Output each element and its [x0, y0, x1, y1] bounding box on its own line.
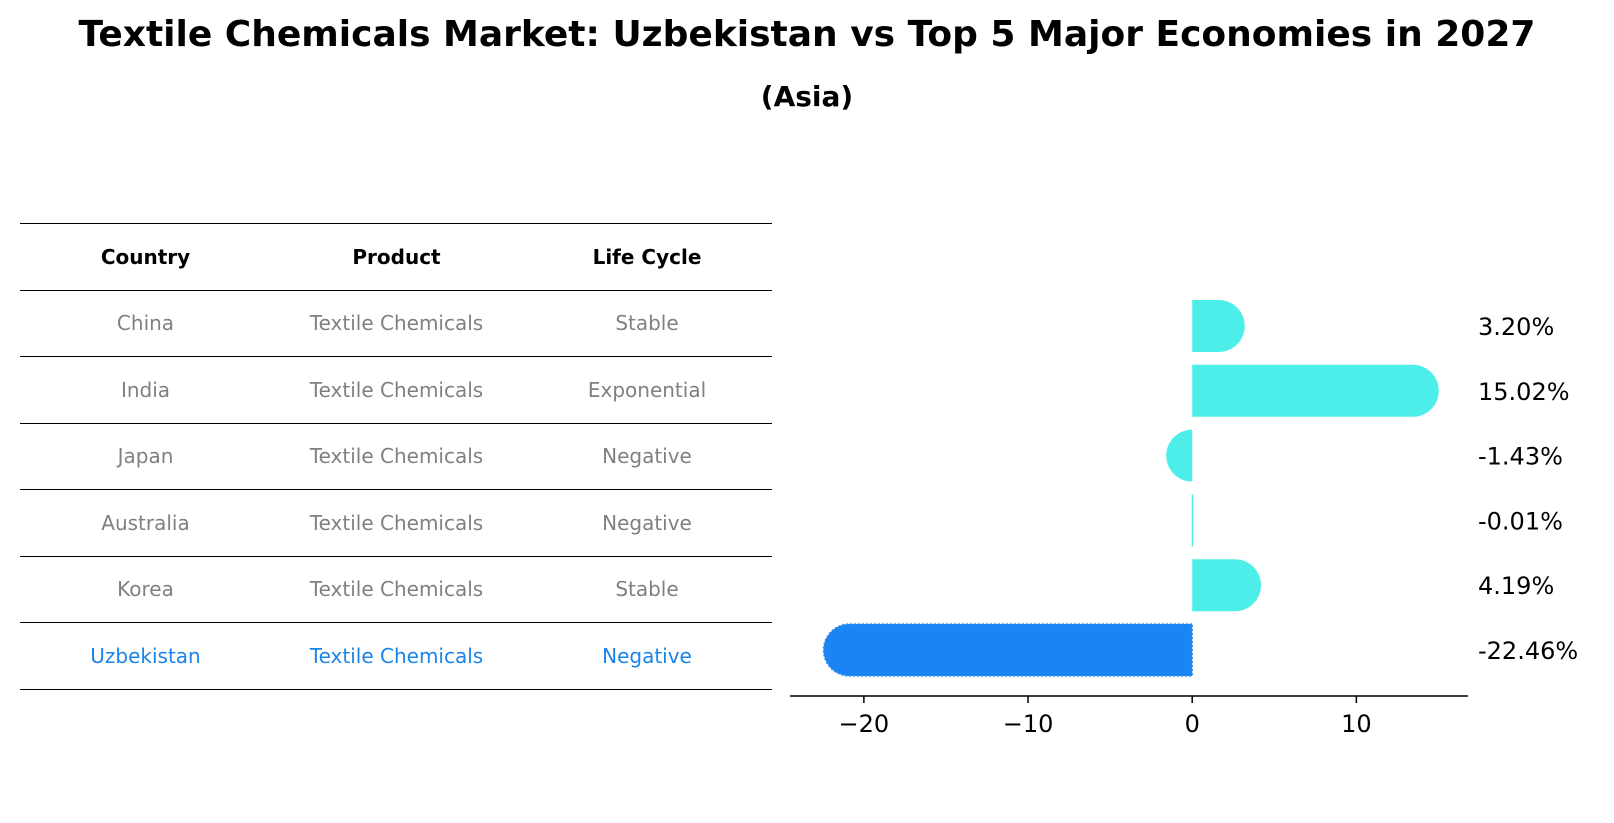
value-label: 4.19%: [1478, 572, 1554, 600]
value-label: 15.02%: [1478, 378, 1570, 406]
table-header-row: Country Product Life Cycle: [20, 223, 772, 290]
table-row: Korea Textile Chemicals Stable: [20, 555, 772, 623]
table-cell-life-cycle: Negative: [602, 510, 692, 535]
table-cell-life-cycle: Stable: [615, 311, 679, 336]
table-cell-country: Japan: [117, 444, 174, 469]
table-header-life-cycle: Life Cycle: [592, 244, 702, 269]
table-row: Australia Textile Chemicals Negative: [20, 489, 772, 556]
bar-india: [1192, 364, 1439, 417]
table-cell-life-cycle: Negative: [602, 643, 692, 668]
table-header-country: Country: [100, 244, 191, 269]
value-label: -1.43%: [1478, 443, 1563, 471]
table-cell-country: China: [116, 311, 175, 336]
table-row-highlight: Uzbekistan Textile Chemicals Negative: [20, 622, 772, 690]
bar-australia: [1191, 494, 1194, 547]
table-cell-product: Textile Chemicals: [309, 444, 484, 469]
x-tick-label: 10: [1341, 710, 1372, 738]
value-label: 3.20%: [1478, 313, 1554, 341]
bar-korea: [1192, 559, 1261, 612]
table-cell-product: Textile Chemicals: [309, 643, 484, 668]
value-label: -22.46%: [1478, 637, 1578, 665]
table-row: India Textile Chemicals Exponential: [20, 356, 772, 423]
table-cell-country: Uzbekistan: [90, 643, 201, 668]
value-label: -0.01%: [1478, 507, 1563, 535]
table-cell-product: Textile Chemicals: [309, 311, 484, 336]
table-cell-life-cycle: Stable: [615, 577, 679, 602]
table-cell-life-cycle: Exponential: [587, 377, 707, 402]
country-table: Country Product Life Cycle China Textile…: [20, 223, 772, 690]
table-cell-country: India: [120, 377, 171, 402]
bar-china: [1192, 300, 1245, 352]
x-tick-label: −20: [839, 710, 890, 738]
table-cell-product: Textile Chemicals: [309, 577, 484, 602]
table-row: Japan Textile Chemicals Negative: [20, 422, 772, 490]
chart-title: Textile Chemicals Market: Uzbekistan vs …: [78, 14, 1536, 55]
table-cell-country: Korea: [117, 577, 174, 602]
table-cell-product: Textile Chemicals: [309, 510, 484, 535]
chart-subtitle: (Asia): [760, 80, 854, 113]
bar-japan: [1166, 429, 1193, 482]
table-header-product: Product: [352, 244, 441, 269]
x-tick-label: −10: [1003, 710, 1054, 738]
table-cell-life-cycle: Negative: [602, 444, 692, 469]
table-cell-product: Textile Chemicals: [309, 377, 484, 402]
bar-uzbekistan: [822, 623, 1193, 677]
table-row: China Textile Chemicals Stable: [20, 289, 772, 357]
table-cell-country: Australia: [101, 510, 190, 535]
x-tick-label: 0: [1185, 710, 1200, 738]
